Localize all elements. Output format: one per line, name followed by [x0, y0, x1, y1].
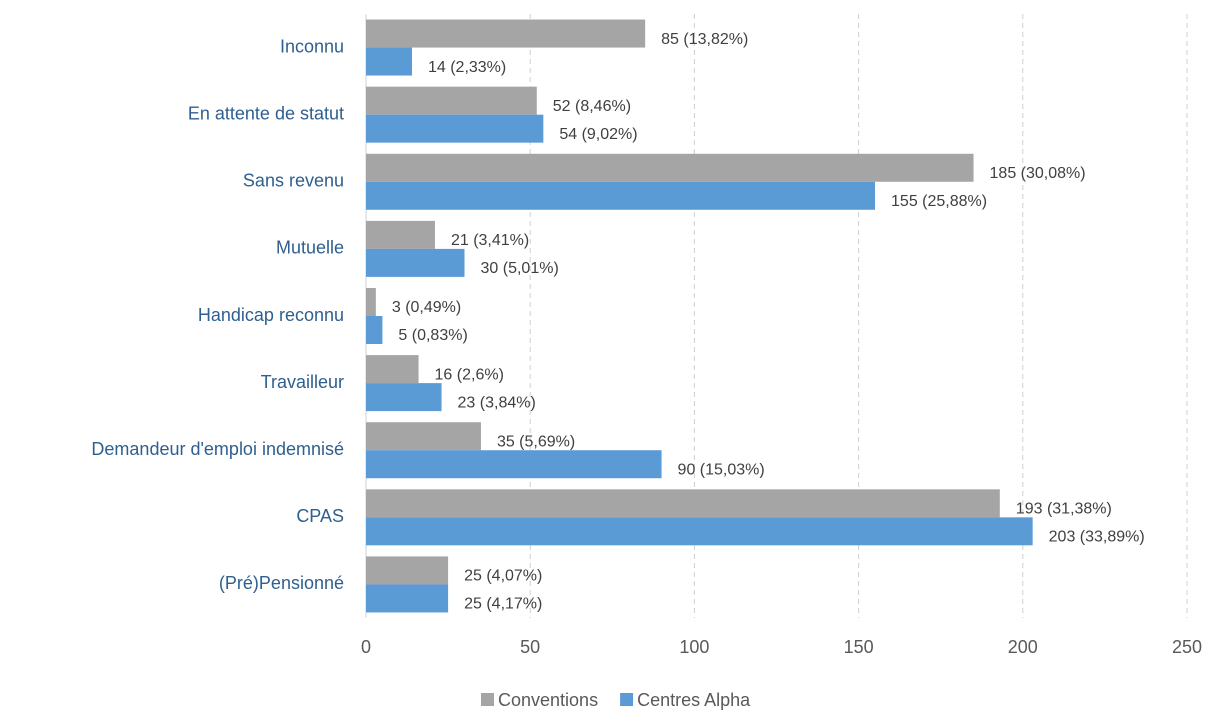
category-label: (Pré)Pensionné	[219, 573, 344, 593]
bar	[366, 383, 442, 412]
value-label: 90 (15,03%)	[678, 461, 765, 478]
value-label: 23 (3,84%)	[458, 394, 536, 411]
value-label: 21 (3,41%)	[451, 232, 529, 249]
value-label: 25 (4,07%)	[464, 568, 542, 585]
x-tick-label: 100	[679, 637, 709, 657]
x-tick-label: 250	[1172, 637, 1202, 657]
legend-swatch	[481, 693, 494, 706]
category-label: Travailleur	[261, 372, 344, 392]
value-label: 35 (5,69%)	[497, 433, 575, 450]
legend-swatch	[620, 693, 634, 706]
bar	[366, 422, 481, 451]
value-label: 85 (13,82%)	[661, 31, 748, 48]
category-label: Handicap reconnu	[198, 305, 344, 325]
value-label: 30 (5,01%)	[481, 260, 559, 277]
value-label: 5 (0,83%)	[398, 327, 467, 344]
bar	[366, 489, 1000, 518]
bar	[366, 517, 1033, 546]
category-label: Sans revenu	[243, 171, 344, 191]
bar	[366, 355, 419, 384]
bar	[366, 19, 646, 48]
bar	[366, 114, 544, 143]
bar	[366, 316, 383, 344]
bar	[366, 288, 376, 316]
bar	[366, 47, 412, 76]
bar	[366, 450, 662, 479]
bar	[366, 86, 537, 115]
value-label: 52 (8,46%)	[553, 98, 631, 115]
category-label: Demandeur d'emploi indemnisé	[91, 439, 344, 459]
value-label: 193 (31,38%)	[1016, 501, 1112, 518]
x-tick-label: 0	[361, 637, 371, 657]
bar	[366, 220, 435, 249]
legend-label: Centres Alpha	[637, 690, 751, 710]
bar	[366, 153, 974, 182]
value-label: 185 (30,08%)	[990, 165, 1086, 182]
legend-label: Conventions	[498, 690, 598, 710]
value-label: 14 (2,33%)	[428, 59, 506, 76]
x-tick-label: 150	[844, 637, 874, 657]
value-label: 25 (4,17%)	[464, 596, 542, 613]
bar	[366, 556, 449, 585]
category-label: Inconnu	[280, 36, 344, 56]
bar	[366, 181, 876, 210]
value-label: 16 (2,6%)	[435, 366, 504, 383]
value-label: 203 (33,89%)	[1049, 529, 1145, 546]
value-label: 3 (0,49%)	[392, 299, 461, 316]
bar	[366, 248, 465, 277]
value-label: 54 (9,02%)	[559, 126, 637, 143]
bar	[366, 584, 449, 613]
category-label: En attente de statut	[188, 103, 344, 123]
x-tick-label: 50	[520, 637, 540, 657]
category-label: Mutuelle	[276, 238, 344, 258]
value-label: 155 (25,88%)	[891, 193, 987, 210]
x-tick-label: 200	[1008, 637, 1038, 657]
category-label: CPAS	[296, 506, 344, 526]
